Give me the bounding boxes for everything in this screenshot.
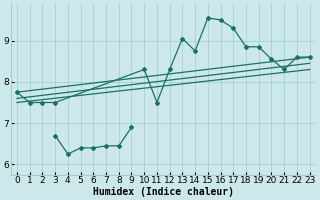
X-axis label: Humidex (Indice chaleur): Humidex (Indice chaleur): [93, 186, 234, 197]
